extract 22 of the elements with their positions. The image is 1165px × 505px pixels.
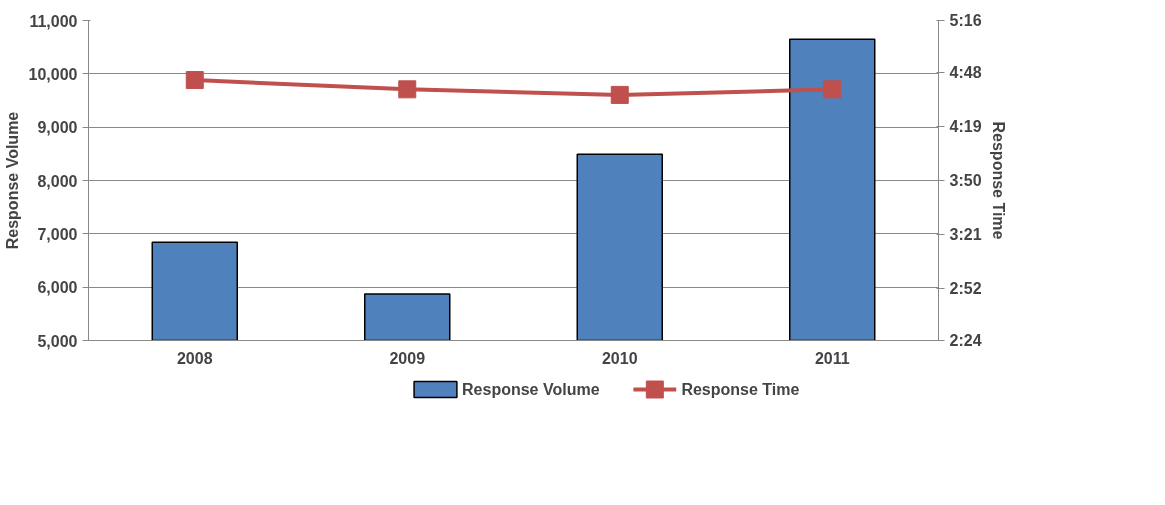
- x-tick-label: 2011: [814, 349, 850, 367]
- y2-tick-label: 5:16: [949, 12, 982, 29]
- legend-label: Response Volume: [462, 381, 600, 398]
- y-axis-title: Response Volume: [3, 111, 21, 250]
- y2-tick-label: 4:19: [949, 118, 982, 136]
- legend-label: Response Time: [681, 381, 800, 398]
- y-tick-label: 6,000: [37, 279, 78, 297]
- y-tick-label: 8,000: [37, 172, 78, 190]
- x-tick-label: 2008: [176, 349, 213, 367]
- y-tick-label: 11,000: [29, 12, 78, 30]
- y-tick-label: 5,000: [37, 332, 78, 350]
- y2-tick-label: 3:21: [949, 225, 982, 243]
- y-tick-label: 7,000: [37, 225, 78, 243]
- y2-tick-label: 2:24: [949, 332, 982, 349]
- y2-axis-title: Response Time: [989, 121, 1007, 240]
- y2-tick-label: 3:50: [949, 172, 982, 189]
- x-tick-label: 2010: [601, 349, 638, 367]
- y2-tick-label: 4:48: [949, 64, 982, 82]
- y-tick-label: 10,000: [28, 65, 78, 83]
- x-tick-label: 2009: [389, 349, 426, 367]
- y2-tick-label: 2:52: [949, 279, 982, 297]
- y-tick-label: 9,000: [37, 119, 78, 137]
